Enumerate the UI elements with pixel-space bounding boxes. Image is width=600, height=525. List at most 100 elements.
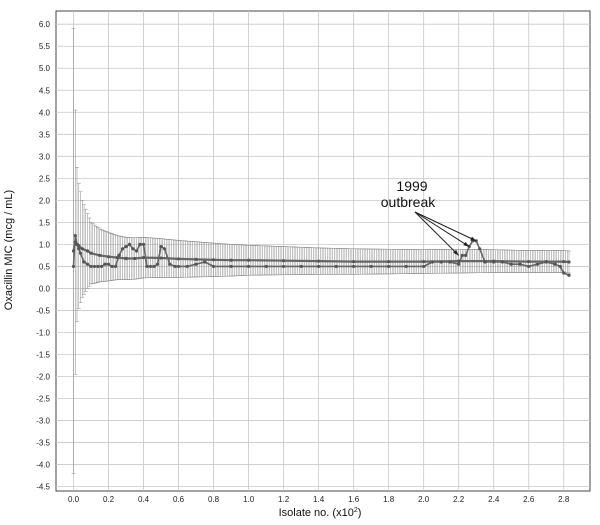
individual-point (82, 260, 86, 264)
individual-line (72, 235, 570, 276)
individual-point (145, 264, 149, 269)
x-tick-label: 0.8 (208, 495, 220, 504)
mean-point (567, 260, 571, 264)
individual-point (352, 264, 356, 269)
x-tick-label: 1.0 (243, 495, 255, 504)
individual-point (518, 262, 522, 266)
x-tick-label: 0.4 (138, 495, 150, 504)
x-tick-labels: 0.0 0.2 0.4 0.6 0.8 1.0 1.2 1.4 1.6 1.8 2.0 2.2 2.4 2… (68, 495, 570, 504)
mean-point (387, 259, 391, 264)
mean-point (85, 249, 90, 253)
individual-point (558, 264, 562, 269)
individual-point (387, 264, 391, 269)
individual-point (92, 264, 97, 269)
mean-point (562, 259, 566, 264)
y-tick-label: 5.5 (39, 42, 51, 51)
mean-point (73, 240, 77, 244)
mean-point (492, 259, 496, 263)
series-points (71, 233, 571, 277)
individual-point (110, 264, 114, 269)
mean-point (544, 259, 548, 264)
individual-point (404, 264, 408, 269)
individual-point (138, 242, 142, 246)
x-tick-label: 1.8 (383, 495, 395, 504)
mean-point (317, 259, 321, 263)
mean-point (527, 259, 531, 264)
x-tick-label: 0.6 (173, 495, 185, 504)
individual-point (117, 253, 121, 258)
mean-point (89, 251, 93, 255)
y-tick-label: 1.5 (39, 218, 51, 227)
individual-point (264, 264, 268, 269)
annotation-line-2: outbreak (381, 194, 436, 210)
mean-point (133, 256, 137, 261)
y-tick-labels: 6.0 5.5 5.0 4.5 4.0 3.5 3.0 2.5 2.0 1.5 1.0 0.5 0.0 -… (36, 20, 50, 491)
individual-point (78, 251, 83, 255)
y-tick-label: -2.0 (36, 373, 50, 382)
individual-point (77, 247, 81, 251)
annotation-line-1: 1999 (396, 178, 427, 194)
mean-point (457, 259, 461, 263)
y-tick-label: 3.0 (39, 152, 51, 161)
mean-point (352, 259, 356, 264)
individual-point (131, 247, 135, 251)
annotation-arrowhead (453, 249, 459, 256)
individual-point (194, 262, 198, 266)
mean-point (229, 258, 233, 262)
individual-point (460, 253, 464, 258)
individual-point (299, 264, 303, 269)
individual-point (535, 262, 540, 266)
annotation-arrows (414, 211, 477, 256)
y-tick-label: 5.0 (39, 64, 51, 73)
individual-point (185, 264, 189, 269)
individual-point (211, 264, 216, 269)
individual-point (478, 247, 482, 251)
individual-point (141, 242, 146, 246)
individual-point (152, 264, 156, 269)
mean-point (211, 258, 216, 262)
individual-point (162, 247, 167, 251)
mean-point (141, 256, 146, 260)
individual-point (457, 262, 461, 266)
individual-point (334, 264, 338, 269)
y-tick-label: -1.0 (36, 328, 50, 337)
individual-point (567, 273, 571, 277)
individual-point (448, 260, 452, 264)
mean-point (282, 259, 286, 263)
y-tick-label: 0.0 (39, 284, 51, 293)
individual-point (173, 264, 177, 269)
individual-point (168, 262, 172, 266)
y-tick-label: -3.5 (36, 439, 50, 448)
x-axis-title: Isolate no. (x102) (279, 507, 362, 519)
x-tick-label: 1.2 (278, 495, 290, 504)
y-tick-label: -2.5 (36, 395, 50, 404)
individual-point (229, 264, 233, 269)
individual-point (369, 264, 373, 269)
individual-point (71, 264, 76, 269)
individual-point (246, 264, 251, 269)
y-tick-label: -1.5 (36, 350, 50, 359)
individual-point (124, 244, 128, 249)
x-tick-label: 1.6 (348, 495, 360, 504)
x-tick-label: 0.2 (103, 495, 115, 504)
individual-point (439, 260, 443, 264)
y-tick-label: 0.5 (39, 262, 51, 271)
individual-point (96, 264, 100, 269)
individual-point (148, 264, 153, 269)
individual-point (155, 262, 160, 266)
individual-point (73, 233, 77, 238)
annotation-arrow (414, 211, 470, 248)
individual-point (500, 260, 505, 264)
individual-point (422, 264, 426, 269)
x-tick-label: 2.8 (558, 495, 570, 504)
individual-point (203, 260, 207, 264)
mean-point (80, 247, 84, 251)
x-tick-label: 2.2 (453, 495, 465, 504)
mean-point (71, 249, 76, 253)
mean-point (422, 259, 426, 264)
mean-point (98, 253, 102, 258)
individual-point (509, 262, 513, 266)
individual-point (113, 264, 118, 269)
y-tick-label: 4.0 (39, 108, 51, 117)
